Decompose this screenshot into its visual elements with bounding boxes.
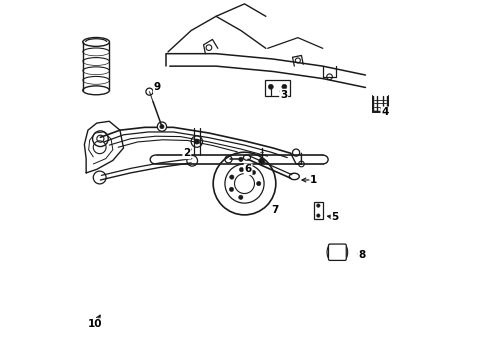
Circle shape xyxy=(229,175,233,179)
Text: 6: 6 xyxy=(244,164,251,174)
Text: 10: 10 xyxy=(88,319,102,329)
Circle shape xyxy=(316,214,320,217)
Ellipse shape xyxy=(82,37,109,46)
Circle shape xyxy=(194,139,199,144)
Circle shape xyxy=(316,204,320,207)
Text: 8: 8 xyxy=(358,250,365,260)
Circle shape xyxy=(229,187,233,192)
Circle shape xyxy=(238,195,243,199)
Ellipse shape xyxy=(82,86,109,95)
Text: 4: 4 xyxy=(381,107,388,117)
Circle shape xyxy=(251,170,255,175)
Text: 9: 9 xyxy=(153,82,161,93)
Circle shape xyxy=(238,157,243,162)
Circle shape xyxy=(268,84,273,89)
FancyBboxPatch shape xyxy=(264,80,289,96)
Text: 7: 7 xyxy=(270,205,278,215)
Circle shape xyxy=(258,158,264,164)
Circle shape xyxy=(256,181,260,186)
FancyBboxPatch shape xyxy=(328,244,346,260)
Text: 3: 3 xyxy=(280,90,286,100)
FancyBboxPatch shape xyxy=(313,202,323,220)
Text: 2: 2 xyxy=(183,148,190,158)
Circle shape xyxy=(160,125,164,129)
Text: 1: 1 xyxy=(309,175,317,185)
Text: 5: 5 xyxy=(331,212,338,222)
Circle shape xyxy=(239,167,243,172)
Circle shape xyxy=(281,84,286,89)
